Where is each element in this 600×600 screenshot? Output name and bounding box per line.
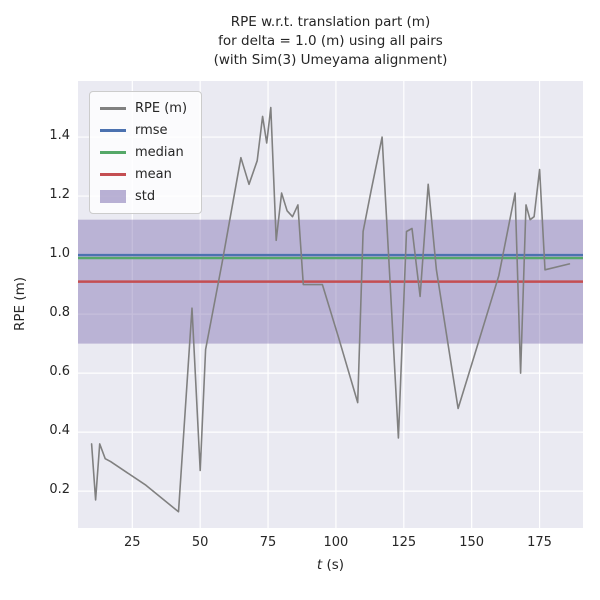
plot-title-line-3: (with Sim(3) Umeyama alignment) xyxy=(213,52,448,69)
x-tick-label: 150 xyxy=(459,535,485,550)
y-tick-label: 0.6 xyxy=(49,364,70,380)
x-axis-label: t (s) xyxy=(78,557,583,573)
plot-title-line-2: for delta = 1.0 (m) using all pairs xyxy=(218,33,443,50)
y-tick-label: 0.8 xyxy=(49,305,70,321)
x-tick-label: 50 xyxy=(191,535,209,550)
x-tick-label: 25 xyxy=(124,535,141,550)
legend-item-median: median xyxy=(100,145,187,160)
legend-label: std xyxy=(135,189,156,204)
legend-label: mean xyxy=(135,167,172,182)
rpe-trajectory-line xyxy=(90,106,571,513)
legend: RPE (m) rmse median mean std xyxy=(89,91,203,214)
legend-label: RPE (m) xyxy=(135,101,188,116)
legend-item-rpe-m: RPE (m) xyxy=(100,101,187,116)
legend-item-std: std xyxy=(100,189,187,204)
legend-label: rmse xyxy=(135,123,168,138)
y-tick-label: 0.2 xyxy=(49,482,70,498)
x-tick-label: 75 xyxy=(259,535,277,550)
x-tick-label: 125 xyxy=(391,535,417,550)
y-axis-label: RPE (m) xyxy=(12,276,28,332)
x-tick-label: 175 xyxy=(527,535,552,550)
x-axis-label-unit: (s) xyxy=(322,557,345,573)
plot-title: RPE w.r.t. translation part (m) for delt… xyxy=(78,13,583,70)
legend-line-swatch xyxy=(100,173,126,176)
legend-item-mean: mean xyxy=(100,167,187,182)
plot-area: RPE (m) rmse median mean std xyxy=(78,81,583,528)
x-axis-label-variable: t xyxy=(316,557,323,573)
y-tick-label: 1.4 xyxy=(49,128,70,144)
y-tick-label: 1.2 xyxy=(49,187,70,203)
legend-line-swatch xyxy=(100,129,126,132)
legend-item-rmse: rmse xyxy=(100,123,187,138)
legend-line-swatch xyxy=(100,151,126,154)
legend-line-swatch xyxy=(100,107,126,110)
plot-title-line-1: RPE w.r.t. translation part (m) xyxy=(230,14,431,30)
legend-patch-swatch xyxy=(100,190,126,203)
legend-label: median xyxy=(135,145,184,160)
x-tick-label: 100 xyxy=(323,535,349,550)
y-tick-label: 0.4 xyxy=(49,423,70,439)
y-tick-label: 1.0 xyxy=(49,246,70,262)
